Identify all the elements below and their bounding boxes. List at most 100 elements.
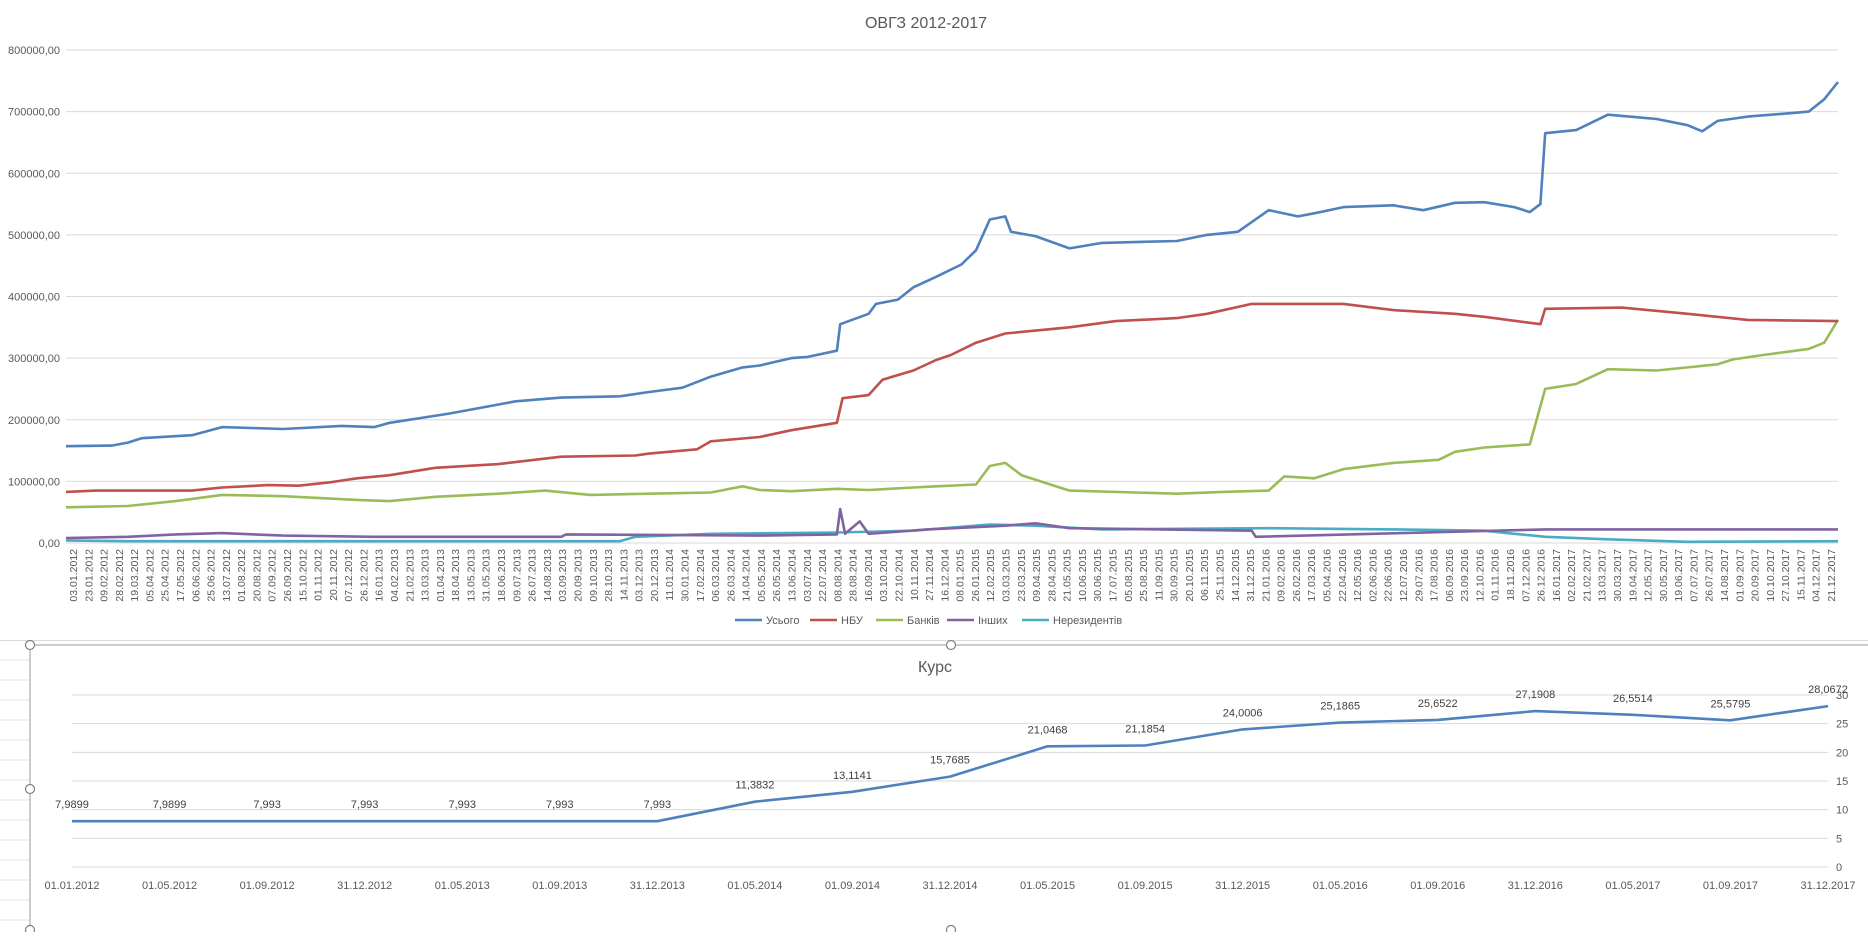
y-tick-label: 400000,00	[8, 292, 60, 304]
x-tick-label: 07.07.2017	[1688, 549, 1700, 602]
chart-title: Курс	[918, 659, 952, 676]
x-tick-label: 03.12.2013	[634, 549, 646, 602]
x-tick-label: 01.09.2012	[240, 880, 295, 892]
y-tick-label: 20	[1836, 747, 1848, 759]
x-tick-label: 07.12.2016	[1520, 549, 1532, 602]
x-tick-label: 02.06.2016	[1367, 549, 1379, 602]
x-tick-label: 16.01.2013	[374, 549, 386, 602]
x-tick-label: 01.05.2012	[142, 880, 197, 892]
y-tick-label: 0,00	[39, 538, 60, 550]
x-tick-label: 12.07.2016	[1398, 549, 1410, 602]
kurs-chart-svg: Курс 0 5 10 15 20 25 30 01.01.2012 01.05.2012 01.…	[44, 659, 1855, 892]
x-tick-label: 30.06.2015	[1092, 549, 1104, 602]
x-tick-label: 19.06.2017	[1673, 549, 1685, 602]
data-label: 27,1908	[1515, 689, 1555, 701]
data-label: 7,993	[448, 799, 476, 811]
x-tick-label: 01.05.2014	[727, 880, 782, 892]
legend-item[interactable]: Усього	[735, 615, 800, 627]
x-tick-label: 01.09.2014	[825, 880, 880, 892]
x-tick-label: 05.05.2014	[756, 549, 768, 602]
x-tick-label: 30.01.2014	[679, 549, 691, 602]
data-label: 25,6522	[1418, 698, 1458, 710]
x-tick-label: 06.11.2015	[1199, 549, 1211, 601]
kurs-chart[interactable]: Курс 0 5 10 15 20 25 30 01.01.2012 01.05.2012 01.…	[30, 645, 1868, 932]
x-tick-label: 12.10.2016	[1474, 549, 1486, 602]
legend-item[interactable]: Нерезидентів	[1022, 615, 1122, 627]
x-tick-label: 19.04.2017	[1627, 549, 1639, 602]
x-tick-label: 17.03.2016	[1306, 549, 1318, 602]
series-line-kurs	[72, 704, 1829, 823]
x-tick-label: 10.10.2017	[1765, 549, 1777, 602]
y-tick-label: 30	[1836, 690, 1848, 702]
x-tick-label: 30.05.2017	[1658, 549, 1670, 602]
y-tick-label: 600000,00	[8, 168, 60, 180]
x-tick-label: 26.07.2017	[1704, 549, 1716, 602]
x-tick-label: 14.04.2014	[741, 549, 753, 602]
x-tick-label: 06.09.2016	[1444, 549, 1456, 602]
x-tick-label: 13.03.2017	[1597, 549, 1609, 602]
ovgz-chart[interactable]: ОВГЗ 2012-2017 0,00 100000,00 200000,00 300…	[0, 0, 1868, 641]
x-tick-label: 28.04.2015	[1046, 549, 1058, 602]
x-tick-label: 31.05.2013	[481, 549, 493, 602]
x-tick-label: 03.07.2014	[802, 549, 814, 602]
x-tick-label: 12.05.2016	[1352, 549, 1364, 602]
x-tick-label: 28.10.2013	[603, 549, 615, 602]
x-tick-label: 21.12.2017	[1826, 549, 1838, 602]
x-tick-label: 30.03.2017	[1612, 549, 1624, 602]
x-tick-label: 20.09.2017	[1750, 549, 1762, 602]
x-tick-label: 21.02.2013	[404, 549, 416, 602]
x-tick-label: 06.06.2012	[190, 549, 202, 602]
legend-label: Інших	[978, 615, 1008, 627]
legend-item[interactable]: Інших	[947, 615, 1008, 627]
x-tick-label: 11.09.2015	[1153, 549, 1165, 601]
x-tick-label: 23.03.2015	[1016, 549, 1028, 602]
y-tick-label: 10	[1836, 805, 1848, 817]
x-tick-label: 06.03.2014	[710, 549, 722, 602]
data-label: 7,9899	[153, 799, 187, 811]
x-tick-label: 28.08.2014	[848, 549, 860, 602]
x-tick-label: 26.12.2012	[358, 549, 370, 602]
x-tick-label: 22.06.2016	[1383, 549, 1395, 602]
x-tick-label: 31.12.2014	[922, 880, 977, 892]
x-tick-label: 31.12.2017	[1800, 880, 1855, 892]
x-tick-label: 08.08.2014	[832, 549, 844, 602]
y-tick-label: 100000,00	[8, 476, 60, 488]
y-tick-label: 25	[1836, 719, 1848, 731]
x-tick-label: 27.11.2014	[924, 549, 936, 601]
x-tick-label: 26.03.2014	[725, 549, 737, 602]
legend-item[interactable]: НБУ	[810, 615, 864, 627]
x-tick-label: 18.06.2013	[496, 549, 508, 602]
x-tick-label: 25.11.2015	[1215, 549, 1227, 601]
x-tick-label: 01.09.2015	[1118, 880, 1173, 892]
x-tick-label: 25.04.2012	[160, 549, 172, 602]
x-tick-label: 01.01.2012	[44, 880, 99, 892]
x-tick-label: 13.05.2013	[465, 549, 477, 602]
x-tick-label: 10.11.2014	[909, 549, 921, 601]
legend-item[interactable]: Банків	[876, 615, 940, 627]
x-tick-label: 17.05.2012	[175, 549, 187, 602]
x-tick-label: 22.07.2014	[817, 549, 829, 602]
legend-label: Нерезидентів	[1053, 615, 1122, 627]
x-tick-label: 03.09.2013	[557, 549, 569, 602]
x-tick-label: 20.12.2013	[649, 549, 661, 602]
x-tick-label: 09.02.2016	[1276, 549, 1288, 602]
x-tick-label: 05.04.2012	[144, 549, 156, 602]
x-tick-label: 02.02.2017	[1566, 549, 1578, 602]
x-tick-label: 22.10.2014	[893, 549, 905, 602]
x-tick-label: 10.06.2015	[1077, 549, 1089, 602]
chart-title: ОВГЗ 2012-2017	[865, 15, 987, 32]
data-label: 25,1865	[1320, 701, 1360, 713]
x-tick-label: 11.01.2014	[664, 549, 676, 601]
x-tick-label: 01.09.2013	[532, 880, 587, 892]
data-label: 25,5795	[1711, 698, 1751, 710]
x-tick-label: 20.09.2013	[572, 549, 584, 602]
x-tick-label: 01.05.2016	[1313, 880, 1368, 892]
x-tick-label: 04.02.2013	[389, 549, 401, 602]
x-tick-label: 09.04.2015	[1031, 549, 1043, 602]
y-tick-label: 200000,00	[8, 415, 60, 427]
x-tick-label: 31.12.2012	[337, 880, 392, 892]
x-tick-label: 14.12.2015	[1230, 549, 1242, 602]
x-tick-label: 31.12.2015	[1215, 880, 1270, 892]
x-tick-label: 26.12.2016	[1536, 549, 1548, 602]
x-tick-label: 31.12.2013	[630, 880, 685, 892]
